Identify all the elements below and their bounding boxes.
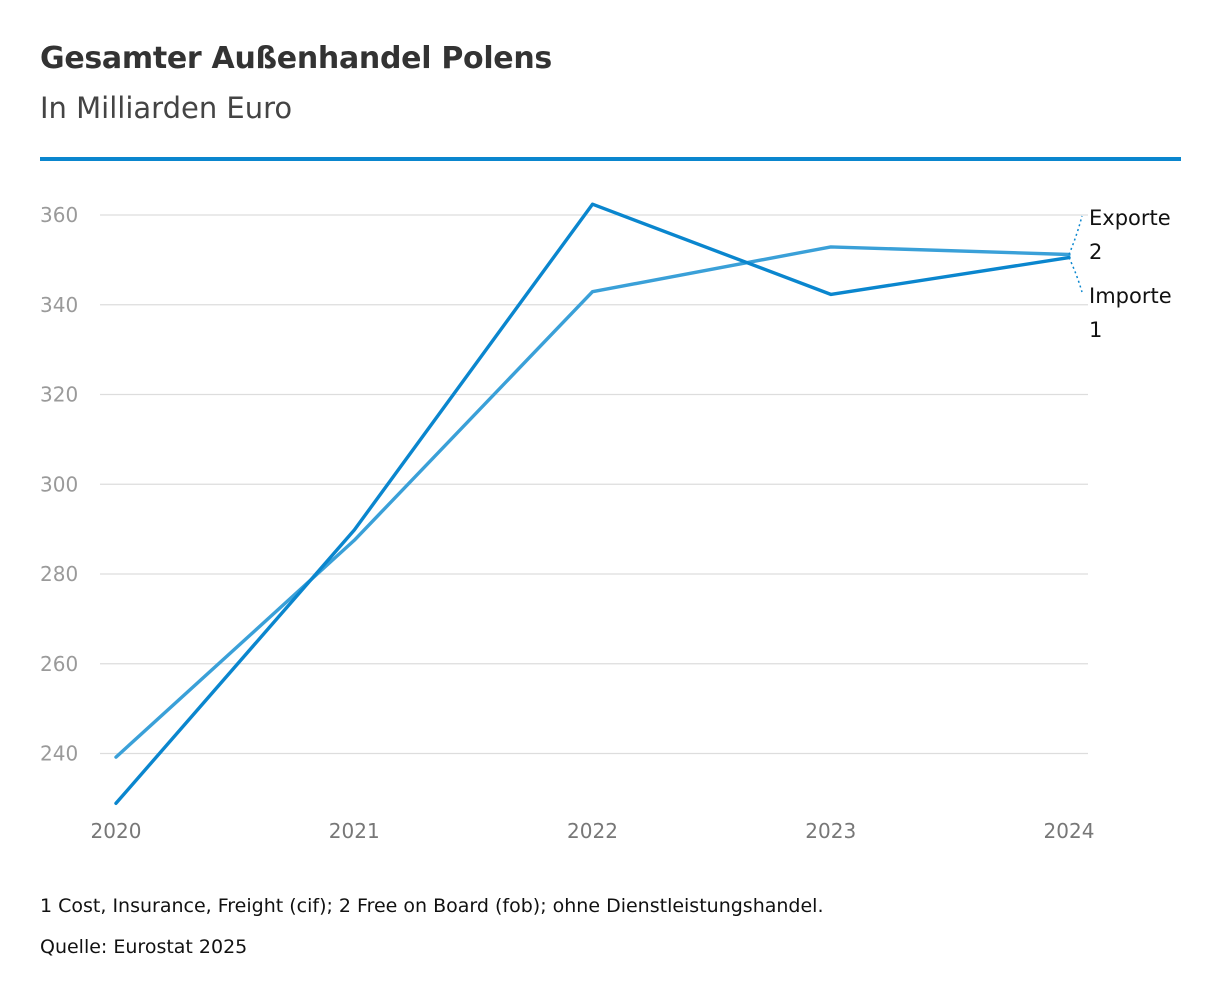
leader-line-importe	[1068, 257, 1083, 293]
x-tick-label: 2023	[805, 819, 856, 843]
series-line-exporte	[114, 245, 1071, 759]
chart-subtitle: In Milliarden Euro	[40, 91, 293, 125]
y-tick-label: 280	[40, 562, 78, 586]
y-tick-label: 260	[40, 652, 78, 676]
x-axis-ticks: 2020 2021 2022 2023 2024	[91, 819, 1095, 843]
title-divider	[40, 157, 1181, 161]
footnote: 1 Cost, Insurance, Freight (cif); 2 Free…	[40, 895, 824, 917]
y-tick-label: 340	[40, 293, 78, 317]
x-tick-label: 2021	[329, 819, 380, 843]
leader-line-exporte	[1068, 215, 1083, 255]
y-axis-ticks: 240 260 280 300 320 340 360	[40, 203, 78, 766]
x-tick-label: 2020	[91, 819, 142, 843]
y-tick-label: 320	[40, 383, 78, 407]
series-label-exporte: Exporte	[1089, 206, 1171, 230]
series-line-importe	[114, 202, 1071, 805]
gridlines	[100, 214, 1088, 755]
series-labels: Importe 1 Exporte 2	[1068, 206, 1172, 342]
series-label-importe: Importe	[1089, 284, 1172, 308]
x-tick-label: 2022	[567, 819, 618, 843]
y-tick-label: 360	[40, 203, 78, 227]
series-footnote-marker-importe: 1	[1089, 318, 1102, 342]
y-tick-label: 300	[40, 472, 78, 496]
y-tick-label: 240	[40, 742, 78, 766]
x-tick-label: 2024	[1044, 819, 1095, 843]
chart-title: Gesamter Außenhandel Polens	[40, 41, 552, 76]
series-lines	[114, 202, 1071, 805]
series-footnote-marker-exporte: 2	[1089, 240, 1102, 264]
source-note: Quelle: Eurostat 2025	[40, 936, 248, 958]
